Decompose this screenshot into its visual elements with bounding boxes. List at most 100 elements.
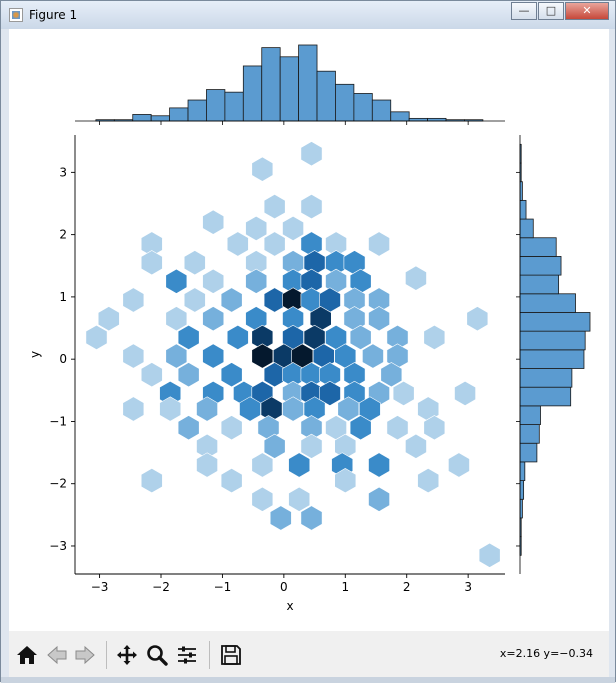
histogram-bar [335, 83, 355, 122]
figure-canvas[interactable]: −3 −2 −1 0 1 2 3 −3 −2 −1 0 1 2 3 x y [9, 29, 609, 631]
axes-layer: −3 −2 −1 0 1 2 3 −3 −2 −1 0 1 2 3 x y [28, 135, 505, 613]
hexbin-cell [282, 396, 304, 422]
home-icon [17, 646, 37, 664]
hexbin-cell [478, 542, 501, 568]
window-title: Figure 1 [29, 8, 78, 22]
hexbin-cell [349, 415, 372, 441]
hexbin-cell [454, 380, 476, 406]
hexbin-cell [226, 231, 249, 257]
zoom-icon [147, 645, 168, 666]
histogram-bar [224, 91, 244, 122]
maximize-button[interactable]: □ [538, 2, 564, 20]
histogram-bar [132, 114, 152, 122]
save-icon [221, 645, 241, 665]
hexbin-cell [202, 268, 225, 294]
zoom-button[interactable] [143, 641, 171, 669]
hexbin-cell [165, 268, 188, 294]
back-button[interactable] [43, 641, 71, 669]
hexbin-cell [196, 396, 218, 422]
histogram-bar [519, 237, 557, 257]
hexbin-cell [423, 415, 446, 441]
toolbar-separator [209, 641, 210, 669]
hexbin-cell [202, 209, 225, 235]
hexbin-cell [334, 468, 357, 494]
histogram-bar [298, 44, 318, 122]
hexbin-cell [386, 415, 409, 441]
pan-icon [117, 645, 137, 665]
hexbin-cell [239, 396, 261, 422]
back-icon [47, 645, 67, 665]
hexbin-cell [226, 324, 249, 350]
histogram-bar [519, 442, 538, 463]
hexbin-cell [368, 486, 390, 512]
navigation-toolbar: x=2.16 y=−0.34 [9, 631, 609, 677]
histogram-bar [169, 107, 189, 122]
hexbin-cell [319, 380, 341, 406]
configure-icon [178, 646, 196, 664]
x-tick-label: −1 [214, 580, 232, 594]
histogram-bar [519, 330, 586, 351]
x-tick-label: 3 [464, 580, 472, 594]
hexbin-cell [177, 362, 200, 388]
histogram-bar [371, 99, 392, 122]
y-tick-label: −2 [49, 477, 67, 491]
hexbin-cell [368, 452, 390, 478]
hexbin-cell [380, 362, 403, 388]
hexbin-cell [405, 265, 427, 291]
forward-icon [75, 645, 95, 665]
hexbin-cell [300, 433, 323, 459]
title-bar[interactable]: Figure 1 — □ ✕ [1, 1, 615, 29]
y-marginal-histogram [516, 135, 591, 574]
y-tick-label: −1 [49, 414, 67, 428]
x-axis-label: x [286, 599, 293, 613]
hexbin-cell [368, 306, 390, 332]
hexbin-cell [269, 505, 292, 531]
y-tick-label: 1 [59, 290, 67, 304]
histogram-bar [279, 56, 299, 122]
forward-button[interactable] [71, 641, 99, 669]
x-tick-label: −2 [152, 580, 170, 594]
hexbin-cell [251, 343, 274, 369]
hexbin-cell [245, 268, 268, 294]
hexbin-cell [85, 324, 108, 350]
hexbin-cell [220, 287, 243, 313]
hexbin-cell [349, 324, 372, 350]
taskbar-strip [1, 677, 615, 683]
histogram-bar [519, 312, 591, 332]
toolbar-separator [106, 641, 107, 669]
histogram-bar [242, 65, 263, 122]
x-marginal-histogram [75, 44, 505, 125]
save-button[interactable] [217, 641, 245, 669]
hexbin-cell [177, 415, 200, 441]
x-tick-label: 0 [280, 580, 288, 594]
hexbin-cell [337, 396, 360, 422]
home-button[interactable] [13, 641, 41, 669]
y-axis-label: y [28, 351, 42, 358]
x-tick-label: −3 [91, 580, 109, 594]
histogram-bar [390, 111, 410, 122]
hexbin-cell [245, 215, 268, 241]
hexbin-cell [417, 468, 440, 494]
hexbin-cell [288, 452, 311, 478]
histogram-bar [519, 293, 576, 313]
hexbin-cell [196, 452, 218, 478]
hexbin-cell [122, 343, 145, 369]
histogram-bar [150, 115, 171, 122]
hexbin-cell [183, 250, 206, 276]
hexbin-cell [183, 287, 206, 313]
histogram-bar [519, 461, 526, 481]
minimize-button[interactable]: — [511, 2, 537, 20]
hexbin-cell [97, 306, 120, 332]
pan-button[interactable] [113, 641, 141, 669]
close-button[interactable]: ✕ [565, 2, 609, 20]
hexbin-cell [300, 505, 323, 531]
jointplot: −3 −2 −1 0 1 2 3 −3 −2 −1 0 1 2 3 x y [28, 44, 591, 613]
configure-subplots-button[interactable] [173, 641, 201, 669]
hexbin-cell [159, 396, 182, 422]
histogram-bar [519, 349, 585, 369]
y-tick-label: −3 [49, 539, 67, 553]
hexbin-cell [122, 287, 145, 313]
x-tick-label: 1 [341, 580, 349, 594]
hexbin-cell [202, 306, 225, 332]
